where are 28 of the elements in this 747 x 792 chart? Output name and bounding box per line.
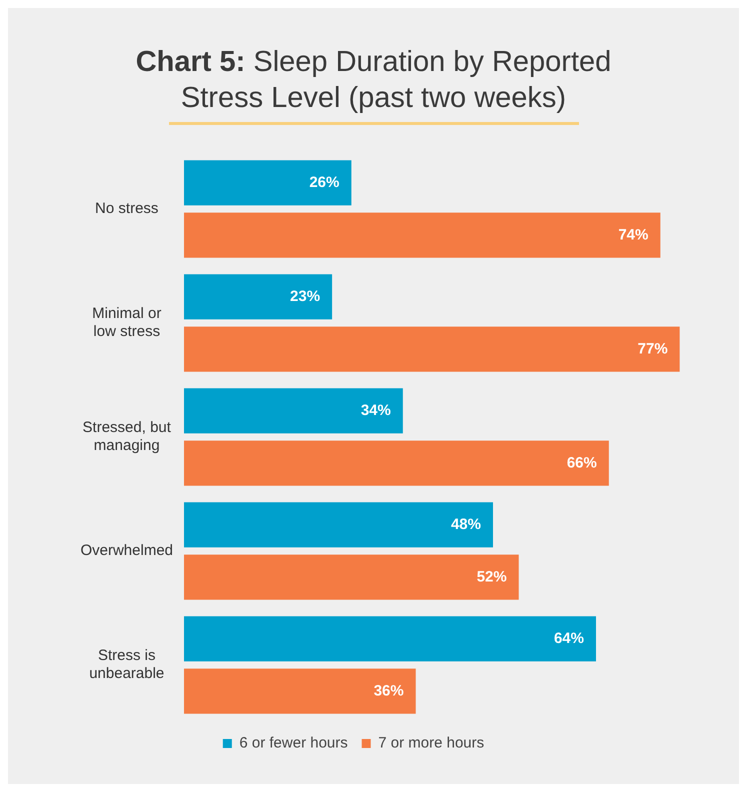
y-tick-label: Stress is unbearable <box>89 647 164 682</box>
data-label: 48% <box>450 516 481 533</box>
bar <box>184 440 609 486</box>
y-tick-label: Overwhelmed <box>80 542 174 560</box>
y-tick-label: Minimal or low stress <box>92 305 162 340</box>
bar <box>184 274 332 320</box>
data-label: 77% <box>638 340 668 358</box>
bar <box>184 502 493 548</box>
data-label: 26% <box>309 174 340 191</box>
bar <box>184 554 519 600</box>
legend-label: 6 or fewer hours <box>239 734 348 752</box>
bar <box>184 388 403 434</box>
data-label: 64% <box>554 630 584 647</box>
y-tick-label: No stress <box>95 200 158 218</box>
bar <box>184 616 596 662</box>
legend-label: 7 or more hours <box>378 734 484 752</box>
data-label: 36% <box>374 682 404 700</box>
data-label: 34% <box>360 402 391 419</box>
data-label: 74% <box>618 226 648 244</box>
data-label: 23% <box>290 288 320 305</box>
bar <box>184 668 416 714</box>
data-label: 52% <box>476 568 507 586</box>
bar <box>184 326 680 372</box>
y-tick-label: Stressed, but managing <box>82 419 172 454</box>
data-label: 66% <box>566 454 597 472</box>
bar <box>184 160 352 206</box>
chart-title: Chart 5: Sleep Duration by Reported Stress Level (past two weeks) <box>136 46 612 114</box>
bar <box>184 212 660 258</box>
